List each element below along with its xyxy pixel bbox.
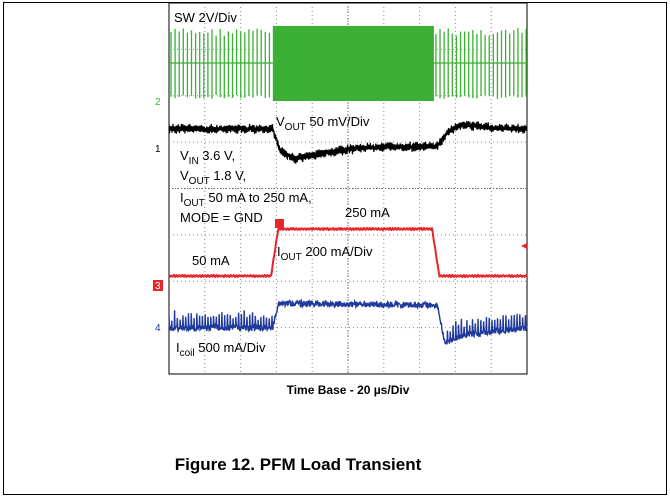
ch1-marker: 1 [155, 144, 161, 155]
vout-condition: VOUT 1.8 V, [180, 168, 246, 187]
ch3-marker-box [153, 280, 163, 291]
iout-condition: IOUT 50 mA to 250 mA, [180, 190, 312, 209]
trigger-level-arrow [521, 243, 527, 249]
ch1-scale-label: VOUT 50 mV/Div [276, 114, 370, 133]
trigger-marker [275, 219, 284, 228]
figure-caption: Figure 12. PFM Load Transient [174, 455, 422, 474]
ch3-iout-trace [168, 226, 528, 279]
mode-condition: MODE = GND [180, 210, 263, 225]
ch3-marker: 3 [155, 281, 161, 292]
ch4-marker: 4 [155, 323, 161, 334]
annotation-50ma: 50 mA [192, 253, 230, 268]
trace-layer [168, 26, 528, 345]
ch2-scale-label: SW 2V/Div [174, 10, 237, 25]
vin-condition: VIN 3.6 V, [180, 148, 235, 167]
x-axis-label: Time Base - 20 µs/Div [286, 383, 410, 397]
annotation-250ma: 250 mA [345, 205, 390, 220]
ch3-scale-label: IOUT 200 mA/Div [277, 244, 373, 263]
ch2-continuous-switching [272, 26, 434, 101]
ch4-coil-current-trace [168, 297, 528, 345]
ch2-marker: 2 [155, 97, 161, 108]
graticule [169, 3, 527, 374]
ch4-scale-label: Icoil 500 mA/Div [176, 340, 266, 359]
ch1-vout-trace [168, 120, 528, 164]
